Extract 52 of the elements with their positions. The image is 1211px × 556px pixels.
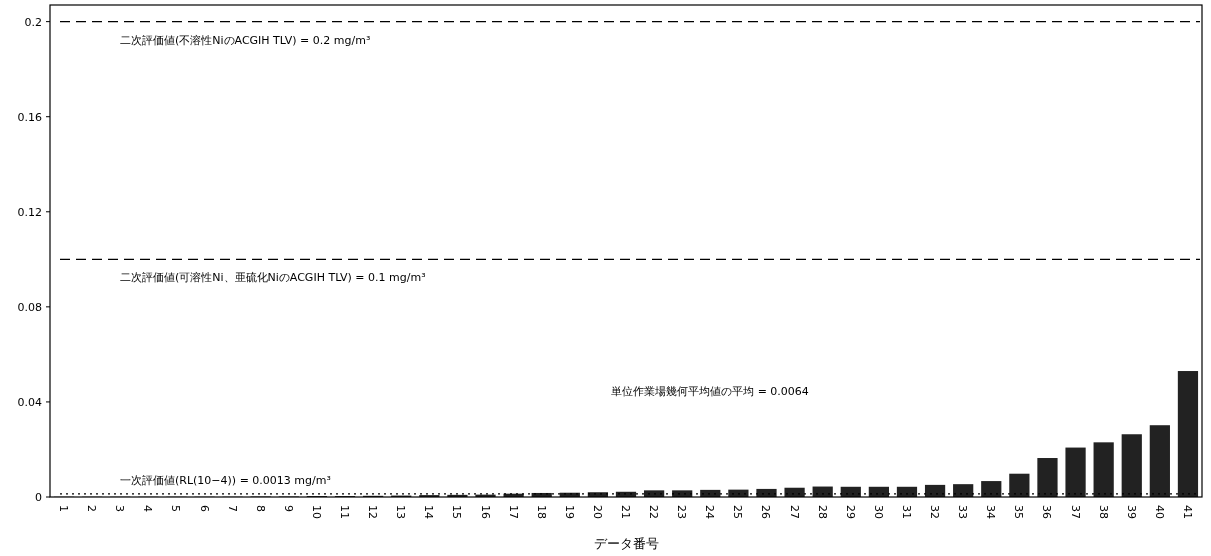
x-tick-label: 26 [759, 505, 773, 519]
x-tick-label: 23 [675, 505, 689, 519]
x-tick-label: 35 [1012, 505, 1026, 519]
x-tick-label: 24 [703, 505, 717, 519]
x-tick-label: 8 [253, 505, 267, 512]
x-tick-label: 11 [338, 505, 352, 519]
x-tick-label: 27 [787, 505, 801, 519]
x-tick-label: 25 [731, 505, 745, 519]
x-tick-label: 1 [57, 505, 71, 512]
y-tick-label: 0.12 [17, 205, 42, 219]
ref-line-label: 二次評価値(不溶性NiのACGIH TLV) = 0.2 mg/m³ [120, 33, 371, 47]
x-tick-label: 13 [394, 505, 408, 519]
ref-line-label: 一次評価値(RL(10−4)) = 0.0013 mg/m³ [120, 473, 331, 487]
x-tick-label: 14 [422, 505, 436, 519]
x-tick-label: 10 [309, 505, 323, 519]
x-tick-label: 5 [169, 505, 183, 512]
y-tick-label: 0 [35, 491, 42, 504]
x-tick-label: 20 [590, 505, 604, 519]
x-tick-label: 39 [1124, 505, 1138, 519]
x-tick-label: 7 [225, 505, 239, 512]
x-tick-label: 41 [1180, 505, 1194, 519]
x-tick-label: 6 [197, 505, 211, 512]
x-tick-label: 37 [1068, 505, 1082, 519]
x-tick-label: 36 [1040, 505, 1054, 519]
x-tick-label: 29 [843, 505, 857, 519]
x-tick-label: 31 [899, 505, 913, 519]
x-tick-label: 30 [871, 505, 885, 519]
x-tick-label: 38 [1096, 505, 1110, 519]
x-tick-label: 22 [647, 505, 661, 519]
x-tick-label: 40 [1152, 505, 1166, 519]
y-tick-label: 0.2 [24, 15, 42, 29]
annotation: 単位作業場幾何平均値の平均 = 0.0064 [611, 385, 809, 398]
x-tick-label: 21 [619, 505, 632, 519]
x-tick-label: 28 [815, 505, 829, 519]
y-tick-label: 0.04 [17, 395, 42, 409]
x-tick-label: 33 [956, 505, 970, 519]
x-tick-label: 32 [928, 505, 942, 519]
ref-line-label: 二次評価値(可溶性Ni、亜硫化NiのACGIH TLV) = 0.1 mg/m³ [120, 271, 426, 285]
x-tick-label: 19 [562, 505, 576, 519]
y-tick-label: 0.16 [17, 110, 42, 124]
x-tick-label: 3 [113, 505, 127, 512]
x-tick-label: 16 [478, 505, 492, 519]
y-tick-label: 0.08 [17, 300, 42, 314]
x-tick-label: 34 [984, 505, 998, 519]
x-tick-label: 18 [534, 505, 548, 519]
x-tick-label: 12 [366, 505, 380, 519]
x-tick-label: 4 [141, 505, 155, 512]
x-tick-label: 2 [85, 505, 99, 512]
x-tick-label: 15 [450, 505, 464, 519]
x-axis-title: データ番号 [593, 536, 659, 551]
x-tick-label: 17 [506, 505, 520, 519]
x-tick-label: 9 [281, 505, 295, 512]
